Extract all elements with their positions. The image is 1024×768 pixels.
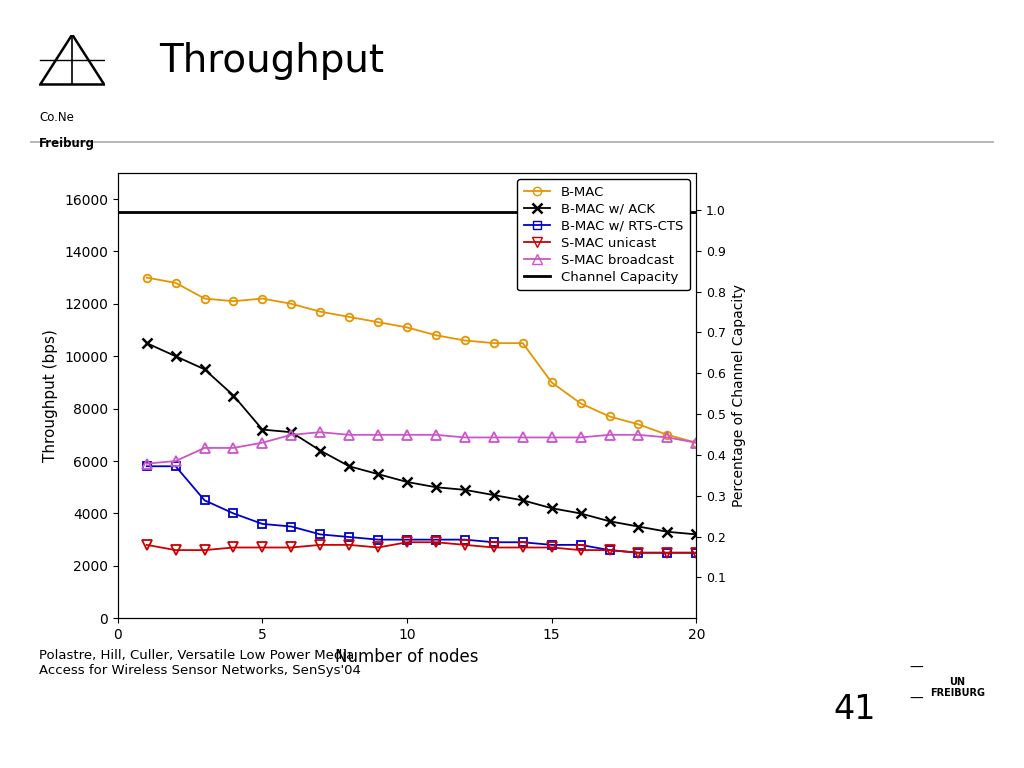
Text: Freiburg: Freiburg: [39, 137, 95, 150]
Y-axis label: Throughput (bps): Throughput (bps): [43, 329, 58, 462]
Text: Throughput: Throughput: [159, 42, 384, 80]
Legend: B-MAC, B-MAC w/ ACK, B-MAC w/ RTS-CTS, S-MAC unicast, S-MAC broadcast, Channel C: B-MAC, B-MAC w/ ACK, B-MAC w/ RTS-CTS, S…: [517, 180, 690, 290]
X-axis label: Number of nodes: Number of nodes: [335, 647, 479, 666]
Text: Co.Ne: Co.Ne: [39, 111, 74, 124]
Text: —: —: [909, 692, 923, 706]
Text: 41: 41: [834, 693, 877, 726]
Text: UN
FREIBURG: UN FREIBURG: [930, 677, 985, 698]
Y-axis label: Percentage of Channel Capacity: Percentage of Channel Capacity: [731, 284, 745, 507]
Text: Polastre, Hill, Culler, Versatile Low Power Media
Access for Wireless Sensor Net: Polastre, Hill, Culler, Versatile Low Po…: [39, 649, 360, 677]
Text: —: —: [909, 661, 923, 675]
